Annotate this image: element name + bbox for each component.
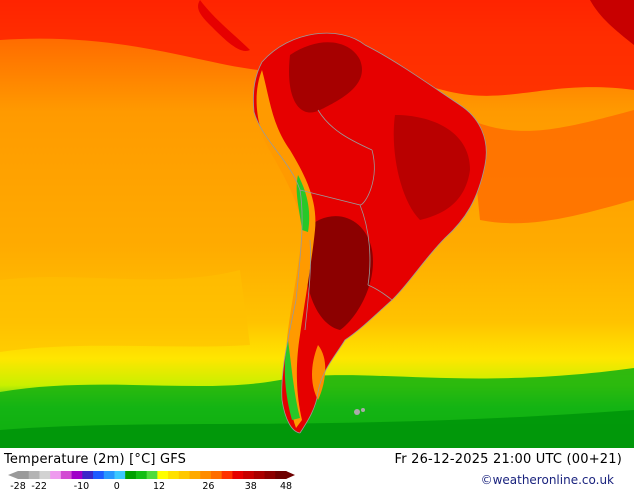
legend-swatch <box>28 471 40 479</box>
legend-swatch <box>125 471 137 479</box>
legend-tick-label: 26 <box>202 481 214 490</box>
legend-swatch <box>114 471 126 479</box>
legend-swatch <box>60 471 73 479</box>
legend-swatch <box>210 471 223 479</box>
legend-swatch <box>243 471 255 479</box>
legend-swatches <box>8 471 295 479</box>
legend-tick-label: -22 <box>31 481 47 490</box>
credit-link[interactable]: ©weatheronline.co.uk <box>480 473 614 487</box>
south-america-landmass <box>253 33 487 433</box>
country-borders <box>253 32 487 434</box>
legend-swatch <box>146 471 158 479</box>
legend-swatch <box>200 471 212 479</box>
legend-swatch <box>221 471 233 479</box>
legend-tick-label: -10 <box>74 481 90 490</box>
map-title: Temperature (2m) [°C] GFS <box>4 452 187 467</box>
legend-swatch <box>275 471 287 479</box>
legend-swatch <box>157 471 169 479</box>
legend-swatch <box>232 471 244 479</box>
legend-swatch <box>103 471 115 479</box>
falkland-islands <box>354 408 365 415</box>
color-scale-legend: -28 -22 -10 0 12 26 38 48 <box>8 471 295 490</box>
legend-tick-label: 38 <box>245 481 257 490</box>
central-america-landmass <box>198 0 634 51</box>
legend-swatch <box>93 471 105 479</box>
legend-ticks: -28 -22 -10 0 12 26 38 48 <box>10 481 292 490</box>
legend-swatch <box>39 471 51 479</box>
legend-tick-label: 12 <box>153 481 165 490</box>
legend-swatch <box>253 471 266 479</box>
legend-swatch <box>189 471 201 479</box>
legend-swatch <box>71 471 83 479</box>
map-footer: Temperature (2m) [°C] GFS Fr 26-12-2025 … <box>0 448 634 490</box>
valid-time: Fr 26-12-2025 21:00 UTC (00+21) <box>394 452 622 467</box>
temperature-map <box>0 0 634 448</box>
legend-swatch <box>50 471 62 479</box>
legend-swatch <box>264 471 276 479</box>
legend-tick-label: -28 <box>10 481 26 490</box>
legend-swatch <box>168 471 180 479</box>
legend-swatch <box>18 471 30 479</box>
legend-cap-right <box>286 471 295 479</box>
legend-tick-label: 0 <box>114 481 120 490</box>
legend-swatch <box>178 471 191 479</box>
legend-swatch <box>82 471 94 479</box>
legend-cap-left <box>8 471 18 479</box>
legend-swatch <box>135 471 148 479</box>
legend-tick-label: 48 <box>280 481 292 490</box>
